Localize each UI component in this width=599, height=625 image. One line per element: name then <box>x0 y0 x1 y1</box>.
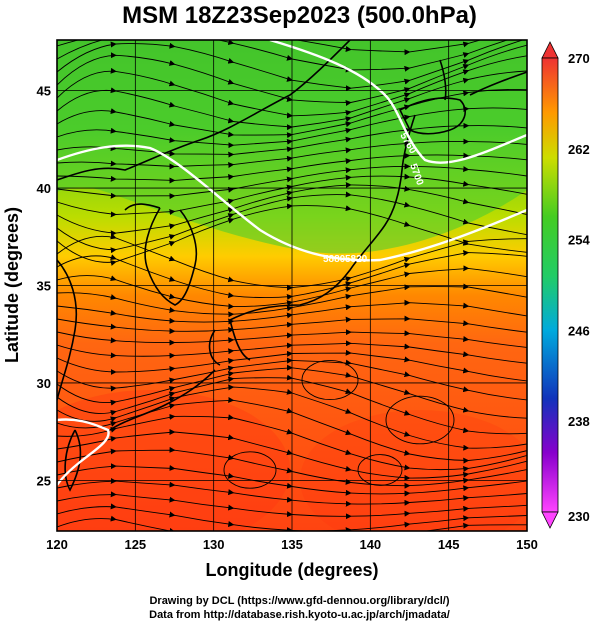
y-tick-label: 35 <box>37 279 51 294</box>
colorbar-tick-label: 262 <box>568 142 590 157</box>
streamline-eddy <box>385 395 455 445</box>
colorbar-tick-label: 270 <box>568 51 590 66</box>
coastlines <box>57 40 527 492</box>
geopotential-contours <box>57 40 527 486</box>
x-tick-label: 145 <box>438 537 460 552</box>
colorbar-max-arrow <box>541 41 559 59</box>
x-tick-label: 125 <box>124 537 146 552</box>
footer-line-drawing: Drawing by DCL (https://www.gfd-dennou.o… <box>149 595 450 607</box>
x-axis-label: Longitude (degrees) <box>205 560 378 580</box>
streamline-eddy <box>301 359 359 401</box>
x-tick-label: 120 <box>46 537 68 552</box>
x-tick-label: 150 <box>516 537 538 552</box>
colorbar-tick-label: 254 <box>568 233 590 248</box>
x-tick-label: 135 <box>281 537 303 552</box>
colorbar-tick-label: 246 <box>568 323 590 338</box>
temperature-field <box>57 40 527 531</box>
colorbar-tick-label: 238 <box>568 414 590 429</box>
footer-line-data: Data from http://database.rish.kyoto-u.a… <box>149 609 450 621</box>
contour-label: 5880 <box>323 254 346 265</box>
map-title: MSM 18Z23Sep2023 (500.0hPa) <box>122 2 477 29</box>
colorbar-gradient <box>541 57 559 513</box>
y-axis-label: Latitude (degrees) <box>2 207 22 363</box>
x-tick-label: 130 <box>203 537 225 552</box>
streamline-eddy <box>223 451 277 489</box>
colorbar-tick-label: 230 <box>568 509 590 524</box>
y-tick-label: 40 <box>37 181 51 196</box>
map-grid <box>56 40 528 531</box>
x-tick-label: 140 <box>359 537 381 552</box>
x-tick-labels: 120 125 130 135 140 145 150 <box>46 537 538 552</box>
colorbar-tick-labels: 270 262 254 246 238 230 <box>568 51 590 524</box>
contour-label: 5820 <box>345 254 368 265</box>
colorbar-min-arrow <box>541 511 559 529</box>
streamline-eddy <box>357 454 403 486</box>
map-frame <box>56 39 528 532</box>
streamline <box>57 515 527 531</box>
y-tick-labels: 25 30 35 40 45 <box>37 84 51 489</box>
y-tick-label: 45 <box>37 84 51 99</box>
footer-credits: Drawing by DCL (https://www.gfd-dennou.o… <box>0 594 599 622</box>
y-tick-label: 25 <box>37 473 51 488</box>
colorbar: 270 262 254 246 238 230 <box>541 41 590 529</box>
y-tick-label: 30 <box>37 376 51 391</box>
